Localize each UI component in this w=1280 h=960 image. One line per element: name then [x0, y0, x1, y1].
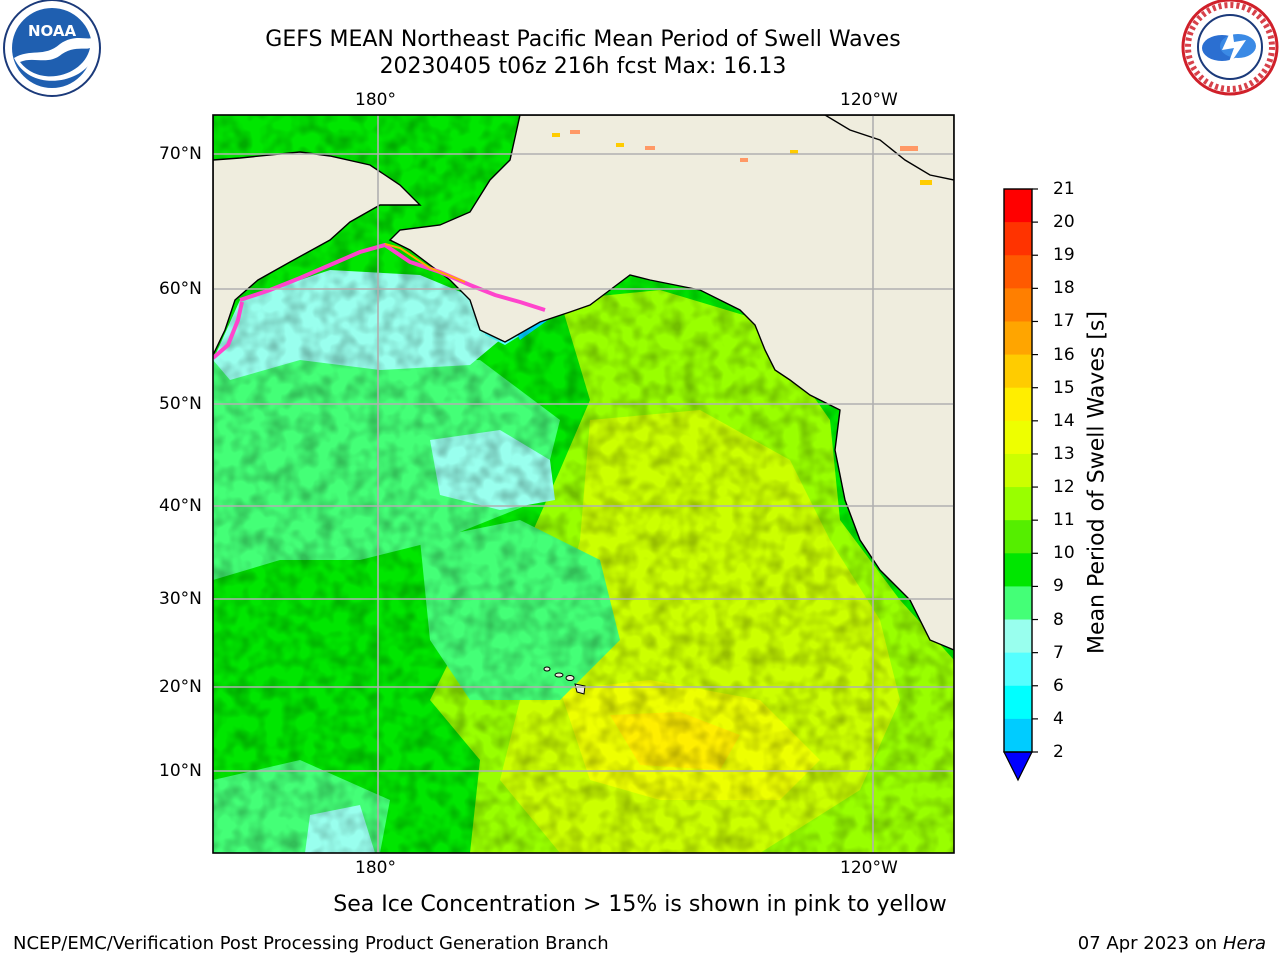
colorbar-segment [1004, 487, 1032, 521]
colorbar-segment [1004, 586, 1032, 621]
colorbar-frame [1003, 188, 1033, 753]
map-frame [212, 114, 955, 854]
colorbar-tick-label: 18 [1053, 278, 1075, 299]
colorbar-tick-label: 14 [1053, 410, 1075, 431]
colorbar-tick-label: 21 [1053, 179, 1075, 199]
sea-ice-fringe [213, 242, 546, 360]
land-beaufort-islands [823, 115, 954, 181]
colorbar-tick-label: 12 [1053, 477, 1075, 498]
colorbar-tick-label: 13 [1053, 443, 1075, 464]
sea-ice-note: Sea Ice Concentration > 15% is shown in … [333, 892, 947, 917]
colorbar-tick-label: 9 [1053, 576, 1064, 597]
chart-title: GEFS MEAN Northeast Pacific Mean Period … [265, 27, 901, 52]
colorbar-tick-label: 2 [1053, 742, 1064, 762]
lon-label-top-120w: 120°W [840, 90, 898, 110]
colorbar-tick-label: 19 [1053, 245, 1075, 266]
chart-subtitle: 20230405 t06z 216h fcst Max: 16.13 [379, 54, 787, 79]
colorbar-tick-label: 17 [1053, 311, 1075, 332]
colorbar-segment [1004, 420, 1032, 455]
colorbar-under-arrow [1003, 751, 1033, 782]
lat-label-70n: 70°N [159, 144, 202, 164]
arctic-ice-spots [552, 130, 932, 185]
colorbar-tick-label: 15 [1053, 377, 1075, 398]
land-alaska-canada [388, 115, 954, 651]
colorbar-segment [1004, 354, 1032, 389]
lon-label-bottom-180: 180° [355, 858, 396, 878]
colorbar-label: Mean Period of Swell Waves [s] [1084, 311, 1110, 654]
colorbar-tick-label: 20 [1053, 212, 1075, 233]
lon-label-bottom-120w: 120°W [840, 858, 898, 878]
graticule [213, 115, 954, 853]
colorbar-segment [1004, 321, 1032, 356]
colorbar-tick-label: 6 [1053, 675, 1064, 696]
lat-label-50n: 50°N [159, 394, 202, 414]
lat-label-10n: 10°N [159, 761, 202, 781]
run-date: 07 Apr 2023 on [1077, 933, 1223, 954]
lat-label-30n: 30°N [159, 589, 202, 609]
colorbar-segment [1004, 652, 1032, 687]
run-host: Hera [1222, 933, 1266, 954]
colorbar-segment [1004, 685, 1032, 720]
colorbar-tick-label: 4 [1053, 708, 1064, 729]
colorbar-segment [1004, 288, 1032, 322]
lat-label-60n: 60°N [159, 279, 202, 299]
colorbar-segment [1004, 222, 1032, 256]
colorbar-segment [1004, 553, 1032, 587]
colorbar-tick-label: 11 [1053, 510, 1075, 531]
colorbar-segment [1004, 255, 1032, 289]
lat-label-20n: 20°N [159, 677, 202, 697]
lat-label-40n: 40°N [159, 496, 202, 516]
credit-text: NCEP/EMC/Verification Post Processing Pr… [13, 933, 609, 954]
colorbar-tick-label: 16 [1053, 344, 1075, 365]
colorbar-tick-label: 10 [1053, 543, 1075, 564]
lon-label-top-180: 180° [355, 90, 396, 110]
colorbar-segment [1004, 619, 1032, 654]
colorbar-tick-label: 8 [1053, 609, 1064, 630]
colorbar-segment [1004, 718, 1032, 753]
colorbar-segment [1004, 520, 1032, 554]
colorbar-segment [1004, 387, 1032, 422]
colorbar-segment [1004, 453, 1032, 488]
colorbar-segment [1004, 189, 1032, 223]
run-date-text: 07 Apr 2023 on Hera [1078, 933, 1266, 954]
colorbar-tick-label: 7 [1053, 642, 1064, 663]
